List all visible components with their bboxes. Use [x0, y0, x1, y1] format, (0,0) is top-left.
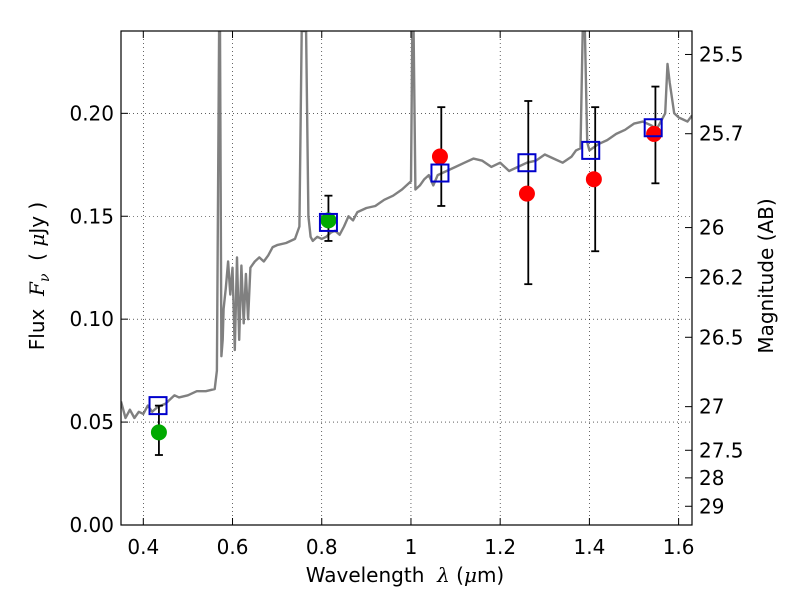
plot-frame: [120, 30, 693, 526]
right-tick-label: 25.5: [699, 42, 744, 66]
square-marker: [517, 153, 537, 173]
square-marker: [318, 212, 338, 232]
circle-marker: [585, 171, 602, 188]
x-tick-label: 1.2: [484, 535, 516, 559]
y-tick-label: 0.00: [69, 513, 114, 537]
right-tick-label: 28: [699, 466, 724, 490]
y-tick-label: 0.20: [69, 101, 114, 125]
square-marker: [148, 396, 168, 416]
circle-marker: [431, 148, 448, 165]
circle-marker: [150, 424, 167, 441]
square-marker: [581, 140, 601, 160]
x-tick-label: 1.4: [573, 535, 605, 559]
circle-marker: [518, 185, 535, 202]
right-tick-label: 25.7: [699, 122, 744, 146]
model-spectrum-line: [121, 31, 692, 420]
circle-marker: [646, 125, 663, 142]
grid: [121, 31, 692, 526]
x-axis-label: Wavelength λ (μm): [306, 563, 505, 587]
right-tick-label: 27: [699, 395, 724, 419]
x-tick-label: 1.6: [663, 535, 695, 559]
x-tick-label: 0.4: [127, 535, 159, 559]
y-tick-label: 0.10: [69, 307, 114, 331]
axis-ticks: 0.4 0.6 0.8 1 1.2 1.4 1.6 0.00 0.05 0.10 0.15 0.20 2…: [69, 31, 744, 559]
square-marker: [430, 163, 450, 183]
y-axis-label: Flux Fν ( μJy ): [25, 202, 53, 350]
x-tick-label: 1: [405, 535, 418, 559]
right-tick-label: 26: [699, 216, 724, 240]
x-tick-label: 0.8: [306, 535, 338, 559]
x-tick-label: 0.6: [217, 535, 249, 559]
right-tick-label: 27.5: [699, 438, 744, 462]
square-marker: [643, 118, 663, 138]
right-tick-label: 26.2: [699, 266, 744, 290]
circle-marker: [320, 212, 337, 229]
right-axis-label: Magnitude (AB): [754, 198, 778, 353]
right-tick-label: 26.5: [699, 325, 744, 349]
model-spectrum: [121, 31, 692, 420]
right-tick-label: 29: [699, 494, 724, 518]
y-tick-label: 0.15: [69, 204, 114, 228]
data-markers: [148, 118, 663, 441]
y-tick-label: 0.05: [69, 410, 114, 434]
